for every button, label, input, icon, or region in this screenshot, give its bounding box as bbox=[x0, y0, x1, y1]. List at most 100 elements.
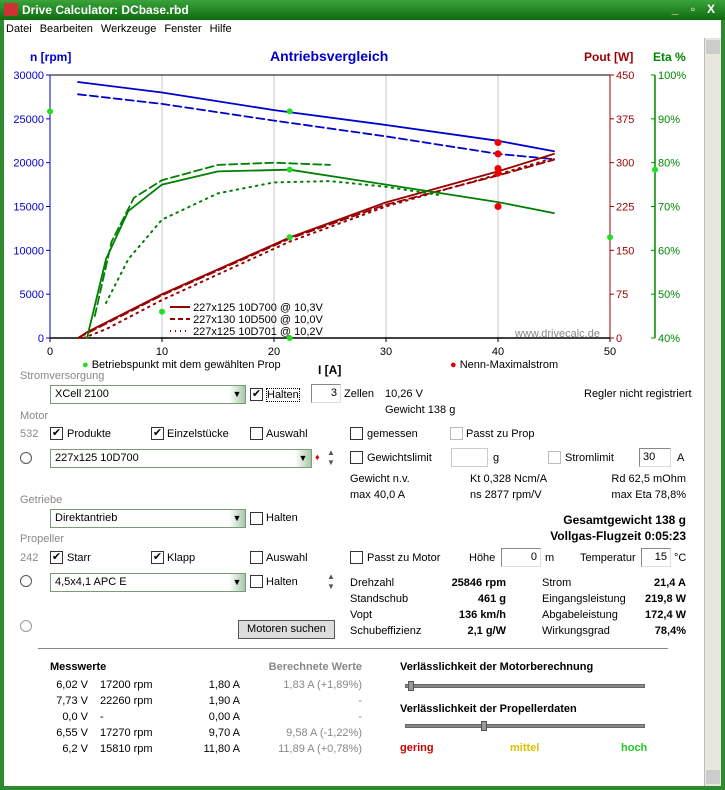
y-right2-tick-label: 80% bbox=[658, 158, 680, 170]
x-tick-label: 0 bbox=[47, 346, 53, 358]
measured-checkbox[interactable] bbox=[350, 427, 363, 440]
max-current-marker bbox=[494, 169, 502, 177]
measurement-row: 6,55 V 17270 rpm 9,70 A 9,58 A (-1,22%) bbox=[50, 725, 362, 741]
folding-prop-label: Klapp bbox=[167, 552, 196, 564]
prop-reliability-slider[interactable] bbox=[405, 721, 645, 731]
weight-unit: g bbox=[493, 452, 500, 464]
current-limit-input[interactable]: 30 bbox=[639, 448, 671, 467]
series-line-eta-7 bbox=[93, 161, 331, 317]
client-area bbox=[4, 38, 704, 786]
prop-select[interactable]: 4,5x4,1 APC E ▼ bbox=[50, 573, 246, 592]
measured-label: gemessen bbox=[367, 428, 418, 440]
calculated-title: Berechnete Werte bbox=[268, 661, 362, 673]
extra-radio[interactable] bbox=[20, 620, 32, 632]
axis-operating-marker bbox=[607, 234, 613, 241]
y-right1-tick-label: 75 bbox=[616, 289, 628, 301]
measurement-cell: - bbox=[358, 711, 362, 723]
folding-prop-checkbox[interactable]: ✔ bbox=[151, 551, 164, 564]
y-right1-tick-label: 0 bbox=[616, 333, 622, 345]
vertical-scrollbar[interactable] bbox=[704, 38, 721, 786]
measurement-cell: 6,2 V bbox=[62, 743, 88, 755]
measurement-row: 0,0 V -0,00 A- bbox=[50, 709, 362, 725]
legend-max-current: ● Nenn-Maximalstrom bbox=[450, 359, 558, 371]
temperature-input[interactable]: 15 bbox=[641, 548, 671, 567]
cells-input[interactable]: 3 bbox=[311, 384, 341, 403]
measurement-row: 6,02 V 17200 rpm 1,80 A 1,83 A (+1,89%) bbox=[50, 677, 362, 693]
menu-datei[interactable]: Datei bbox=[6, 23, 32, 35]
slider-thumb[interactable] bbox=[480, 721, 487, 731]
motor-select[interactable]: 227x125 10D700 ▼ bbox=[50, 449, 312, 468]
menu-bearbeiten[interactable]: Bearbeiten bbox=[39, 23, 93, 35]
result-output-power: Abgabeleistung 172,4 W bbox=[542, 607, 686, 623]
singles-label: Einzelstücke bbox=[167, 428, 229, 440]
result-value: 2,1 g/W bbox=[467, 625, 506, 637]
prop-hold-checkbox[interactable] bbox=[250, 575, 263, 588]
menu-werkzeuge[interactable]: Werkzeuge bbox=[100, 23, 157, 35]
results-right: Strom 21,4 A Eingangsleistung 219,8 W Abga… bbox=[542, 575, 686, 639]
menu-fenster[interactable]: Fenster bbox=[164, 23, 202, 35]
fits-prop-checkbox[interactable] bbox=[450, 427, 463, 440]
x-tick-label: 40 bbox=[492, 346, 504, 358]
title-bar: Drive Calculator: DCbase.rbd _ ▫ X bbox=[0, 0, 725, 20]
fits-motor-checkbox[interactable] bbox=[350, 551, 363, 564]
dropdown-arrow-icon: ▼ bbox=[229, 510, 245, 527]
maximize-button[interactable]: ▫ bbox=[690, 2, 696, 16]
current-limit-checkbox[interactable] bbox=[548, 451, 561, 464]
motor-radio[interactable] bbox=[20, 452, 32, 464]
altitude-unit: m bbox=[545, 552, 555, 564]
temperature-unit: °C bbox=[674, 552, 687, 564]
measurement-cell: 1,83 A (+1,89%) bbox=[283, 679, 362, 691]
y-right2-tick-label: 90% bbox=[658, 114, 680, 126]
reliability-mid: mittel bbox=[510, 742, 540, 754]
prop-spinner[interactable]: ▲ ▼ bbox=[327, 572, 335, 591]
motor-ns: ns 2877 rpm/V bbox=[470, 489, 542, 501]
altitude-input[interactable]: 0 bbox=[501, 548, 541, 567]
altitude-label: Höhe bbox=[469, 552, 496, 564]
search-motors-button[interactable]: Motoren suchen bbox=[238, 620, 335, 639]
scroll-up-button[interactable] bbox=[706, 40, 720, 54]
weight-limit-input[interactable] bbox=[451, 448, 488, 467]
gear-select[interactable]: Direktantrieb ▼ bbox=[50, 509, 246, 528]
y-right2-tick-label: 40% bbox=[658, 333, 680, 345]
red-diamond-icon: ♦ bbox=[315, 452, 320, 462]
gear-hold-label: Halten bbox=[266, 512, 298, 524]
measurements-table: 6,02 V 17200 rpm 1,80 A 1,83 A (+1,89%) 7,73… bbox=[50, 677, 362, 757]
gear-hold-checkbox[interactable] bbox=[250, 512, 263, 525]
motor-reliability-slider[interactable] bbox=[405, 681, 645, 691]
prop-section-label: Propeller bbox=[20, 533, 65, 545]
motor-kt: Kt 0,328 Ncm/A bbox=[470, 473, 548, 485]
reliability-low: gering bbox=[400, 742, 434, 754]
result-value: 136 km/h bbox=[458, 609, 506, 621]
motor-spinner[interactable]: ▲ ▼ bbox=[327, 448, 335, 467]
window-title: Drive Calculator: DCbase.rbd bbox=[22, 3, 189, 17]
motor-selection-checkbox[interactable] bbox=[250, 427, 263, 440]
dropdown-arrow-icon: ▼ bbox=[229, 574, 245, 591]
battery-select[interactable]: XCell 2100 ▼ bbox=[50, 385, 246, 404]
axis-operating-marker bbox=[286, 335, 293, 341]
weight-limit-checkbox[interactable] bbox=[350, 451, 363, 464]
products-label: Produkte bbox=[67, 428, 112, 440]
result-value: 172,4 W bbox=[645, 609, 686, 621]
close-button[interactable]: X bbox=[706, 2, 715, 16]
prop-selection-label: Auswahl bbox=[266, 552, 308, 564]
prop-count: 242 bbox=[20, 552, 39, 564]
slider-thumb[interactable] bbox=[408, 681, 415, 691]
power-section-label: Stromversorgung bbox=[20, 370, 105, 382]
prop-radio[interactable] bbox=[20, 575, 32, 587]
singles-checkbox[interactable]: ✔ bbox=[151, 427, 164, 440]
y-left-label: n [rpm] bbox=[30, 50, 72, 64]
y-right1-tick-label: 300 bbox=[616, 158, 634, 170]
battery-weight: Gewicht 138 g bbox=[385, 404, 456, 416]
result-thrust: Standschub 461 g bbox=[350, 591, 506, 607]
measurement-cell: 6,02 V bbox=[56, 679, 88, 691]
products-checkbox[interactable]: ✔ bbox=[50, 427, 63, 440]
minimize-button[interactable]: _ bbox=[671, 2, 679, 16]
measurement-cell: 15810 rpm bbox=[100, 743, 153, 755]
motor-selection-label: Auswahl bbox=[266, 428, 308, 440]
scroll-down-button[interactable] bbox=[706, 770, 720, 784]
fixed-prop-checkbox[interactable]: ✔ bbox=[50, 551, 63, 564]
drive-comparison-chart: 0 10 20 30 40 500 0 40%5000 75 50%10000 150 60%1500… bbox=[13, 70, 686, 358]
prop-selection-checkbox[interactable] bbox=[250, 551, 263, 564]
menu-hilfe[interactable]: Hilfe bbox=[209, 23, 232, 35]
power-hold-checkbox[interactable]: ✔ bbox=[250, 388, 263, 401]
